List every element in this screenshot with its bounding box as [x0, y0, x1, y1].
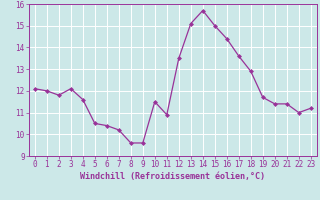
X-axis label: Windchill (Refroidissement éolien,°C): Windchill (Refroidissement éolien,°C) — [80, 172, 265, 181]
